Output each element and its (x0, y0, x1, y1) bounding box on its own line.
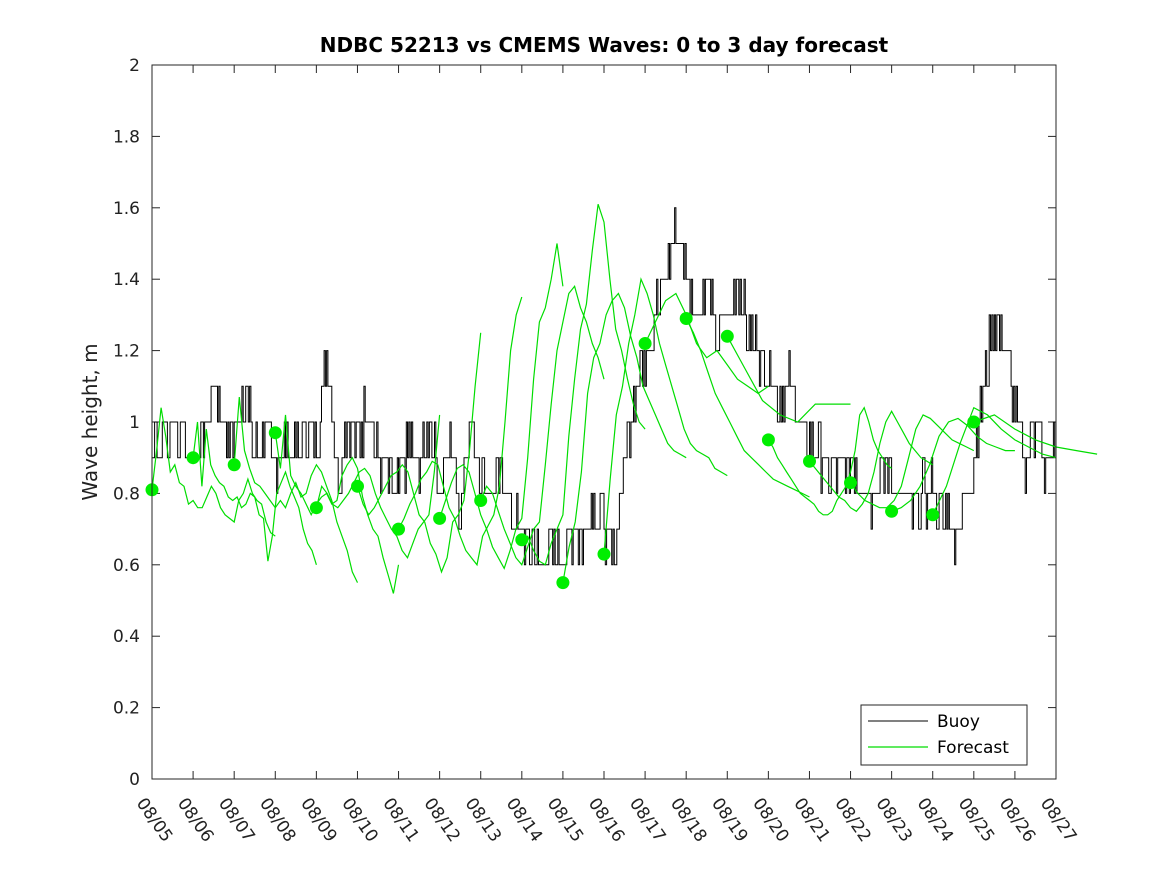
forecast-start-marker (844, 476, 857, 490)
forecast-start-marker (227, 458, 241, 472)
forecast-start-marker (761, 433, 775, 447)
forecast-start-marker (967, 415, 981, 429)
forecast-start-marker (474, 494, 488, 507)
y-tick-label: 0 (129, 770, 140, 790)
forecast-line-08-17 (644, 292, 769, 395)
y-tick-label: 1 (129, 413, 140, 433)
forecast-line-08-10 (356, 332, 482, 574)
forecast-start-marker (186, 451, 200, 465)
forecast-start-marker (309, 501, 323, 515)
plot-frame (151, 64, 1057, 780)
forecast-start-marker (556, 576, 570, 590)
forecast-start-marker (926, 508, 940, 522)
y-tick-label: 1.8 (113, 127, 140, 147)
legend-label-forecast: Forecast (937, 738, 1009, 758)
forecast-start-marker (392, 522, 405, 536)
legend-box (860, 704, 1028, 766)
forecast-line-08-22 (850, 414, 975, 509)
forecast-line-08-19 (726, 336, 851, 423)
forecast-start-marker (885, 504, 899, 518)
forecast-start-marker (597, 547, 611, 561)
y-tick-label: 0.6 (113, 556, 140, 576)
forecast-start-marker (268, 426, 282, 440)
forecast-line-08-25 (973, 414, 1098, 455)
y-axis-label: Wave height, m (78, 343, 102, 500)
forecast-line-08-06 (192, 421, 317, 565)
legend: Buoy Forecast (860, 704, 1028, 766)
forecast-line-08-24 (932, 406, 1057, 516)
forecast-line-08-12 (439, 243, 564, 570)
forecast-line-08-21 (809, 410, 934, 513)
y-tick-label: 0.4 (113, 627, 140, 647)
forecast-line-08-11 (397, 296, 523, 567)
y-tick-label: 0.2 (113, 699, 140, 719)
forecast-line-08-15 (562, 292, 687, 583)
y-tick-label: 2 (129, 56, 140, 76)
forecast-start-marker (351, 479, 364, 493)
forecast-series-layer (151, 204, 1098, 594)
forecast-line-08-08 (274, 414, 400, 594)
y-tick-label: 0.8 (113, 484, 140, 504)
chart-title: NDBC 52213 vs CMEMS Waves: 0 to 3 day fo… (320, 33, 889, 57)
forecast-marker-layer (145, 312, 981, 590)
forecast-line-08-14 (521, 204, 646, 566)
y-tick-label: 1.2 (113, 342, 140, 362)
forecast-start-marker (720, 329, 734, 343)
legend-label-buoy: Buoy (937, 712, 980, 732)
forecast-start-marker (433, 511, 447, 525)
y-tick-label: 1.6 (113, 199, 140, 219)
forecast-line-08-18 (685, 318, 810, 498)
forecast-line-08-23 (891, 417, 1015, 512)
forecast-start-marker (638, 337, 652, 350)
forecast-start-marker (803, 454, 816, 468)
forecast-line-08-07 (233, 396, 359, 583)
y-tick-label: 1.4 (113, 270, 140, 290)
forecast-start-marker (679, 312, 693, 325)
forecast-start-marker (515, 533, 529, 547)
y-axis-ticks: 0 0.2 0.4 0.6 0.8 1 1.2 1.4 1.6 1.8 2 (113, 56, 1056, 790)
forecast-line-08-20 (767, 406, 892, 516)
forecast-line-08-16 (603, 277, 728, 555)
